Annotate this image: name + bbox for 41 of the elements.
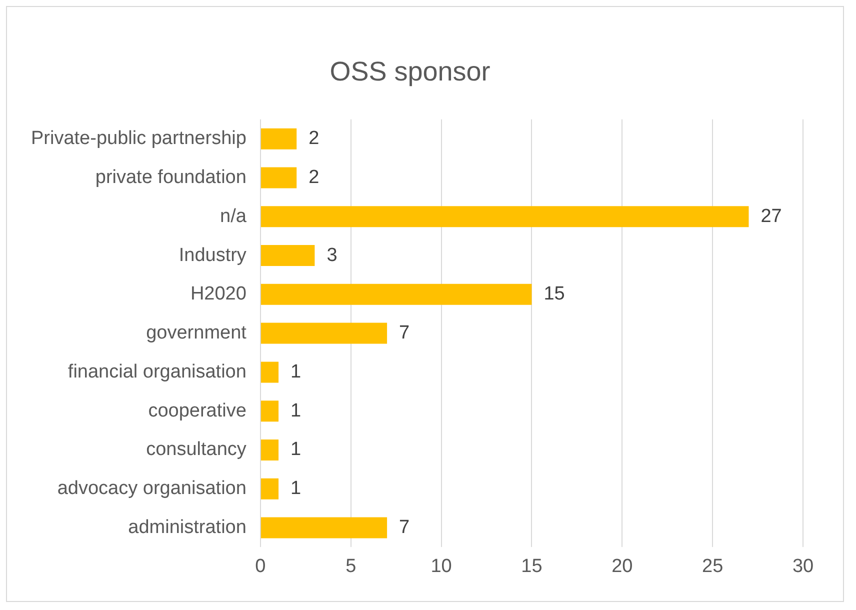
y-tick-label: government <box>146 322 248 344</box>
bar <box>260 400 279 422</box>
data-label: 1 <box>290 439 302 460</box>
x-tick-label: 10 <box>430 556 452 577</box>
bar <box>260 439 279 460</box>
bar <box>260 322 388 344</box>
y-tick-label: advocacy organisation <box>57 478 246 500</box>
data-label: 2 <box>308 128 320 150</box>
y-tick-label: cooperative <box>148 400 246 422</box>
x-tick-label: 0 <box>255 556 266 577</box>
data-label: 1 <box>290 478 302 500</box>
bar <box>260 284 532 305</box>
y-tick-label: private foundation <box>95 166 246 188</box>
data-label: 3 <box>326 244 338 266</box>
x-tick-label: 5 <box>346 556 356 577</box>
data-label: 15 <box>544 284 565 305</box>
chart-title: OSS sponsor <box>330 56 490 87</box>
y-tick-label: H2020 <box>190 284 246 305</box>
x-tick-label: 25 <box>702 556 724 577</box>
bar <box>260 206 749 228</box>
y-tick-label: administration <box>128 516 246 538</box>
x-tick-label: 30 <box>792 556 814 577</box>
data-label: 2 <box>308 166 320 188</box>
data-label: 1 <box>290 361 302 382</box>
y-tick-label: Private-public partnership <box>30 128 246 150</box>
x-tick-label: 20 <box>612 556 633 577</box>
data-label: 7 <box>399 322 410 344</box>
y-tick-label: financial organisation <box>68 361 246 382</box>
y-tick-label: consultancy <box>146 439 247 460</box>
y-tick-label: Industry <box>178 244 247 266</box>
bar <box>260 167 297 188</box>
bar <box>260 245 315 266</box>
bar <box>260 362 279 383</box>
bar <box>260 478 279 500</box>
bar <box>260 517 388 538</box>
y-tick-label: n/a <box>220 206 247 227</box>
data-label: 1 <box>290 400 302 422</box>
data-label: 27 <box>760 206 782 227</box>
x-tick-label: 15 <box>521 556 542 577</box>
data-label: 7 <box>399 516 410 538</box>
bar <box>260 128 297 150</box>
